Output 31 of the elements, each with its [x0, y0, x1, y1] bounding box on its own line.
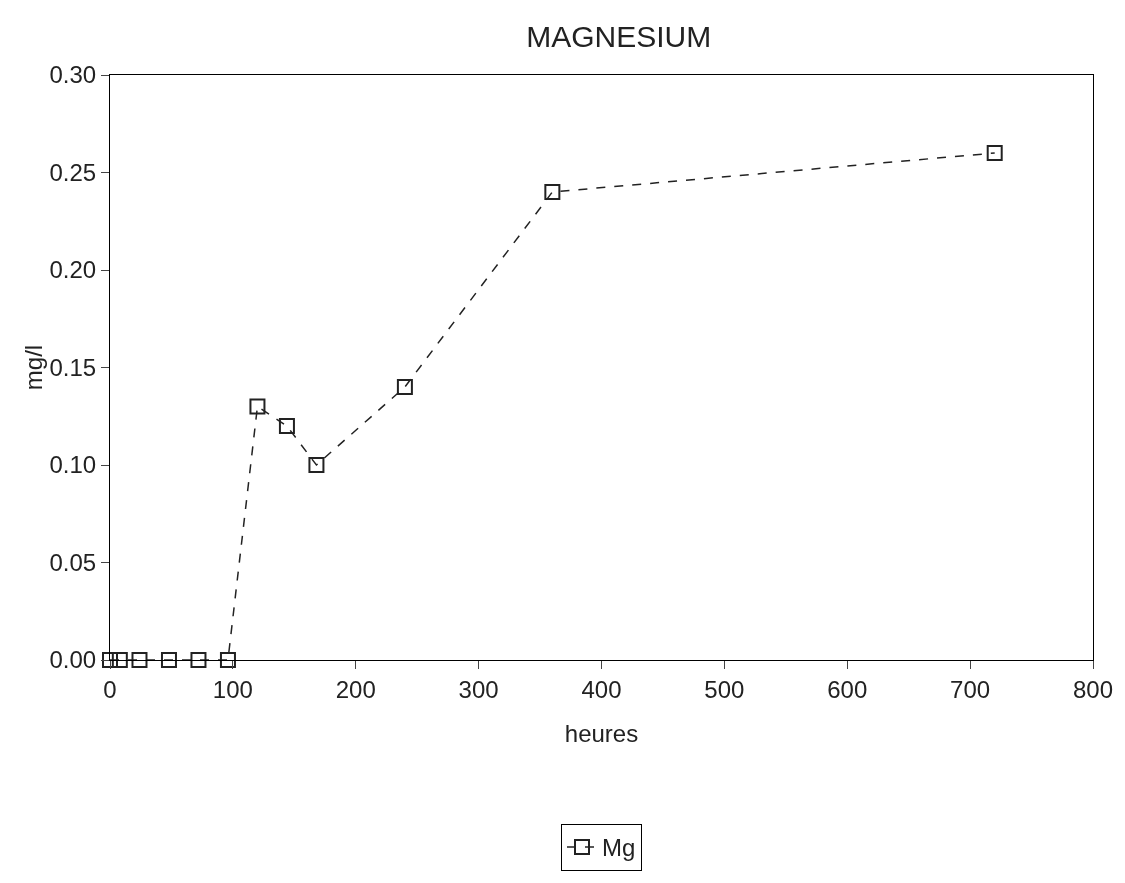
- x-tick-label: 700: [950, 675, 991, 703]
- y-tick-label: 0.05: [49, 548, 97, 576]
- x-tick-label: 600: [827, 675, 868, 703]
- legend-label: Mg: [602, 834, 636, 862]
- x-tick-label: 300: [458, 675, 499, 703]
- y-axis-title: mg/l: [20, 344, 48, 391]
- x-tick-label: 200: [335, 675, 376, 703]
- chart-title: MAGNESIUM: [526, 20, 712, 54]
- y-tick-label: 0.00: [49, 646, 97, 674]
- x-axis-title: heures: [564, 720, 639, 747]
- point: [396, 379, 413, 395]
- y-tick-label: 0.15: [49, 353, 97, 381]
- y-tick-label: 0.10: [49, 451, 97, 479]
- point: [249, 398, 266, 415]
- x-tick-label: 500: [704, 675, 745, 703]
- point: [190, 652, 207, 668]
- point: [160, 652, 177, 668]
- point: [544, 184, 561, 200]
- x-tick-label: 400: [581, 675, 622, 703]
- x-tick-label: 0: [103, 675, 117, 703]
- point: [308, 457, 325, 473]
- x-tick-label: 800: [1072, 675, 1114, 703]
- point: [219, 652, 236, 668]
- point: [986, 145, 1003, 161]
- y-tick-label: 0.20: [49, 256, 97, 284]
- point: [278, 418, 295, 434]
- point: [131, 652, 148, 668]
- point: [111, 652, 128, 668]
- x-tick-label: 100: [212, 675, 253, 703]
- y-tick-label: 0.30: [49, 61, 97, 89]
- y-tick-label: 0.25: [49, 158, 97, 186]
